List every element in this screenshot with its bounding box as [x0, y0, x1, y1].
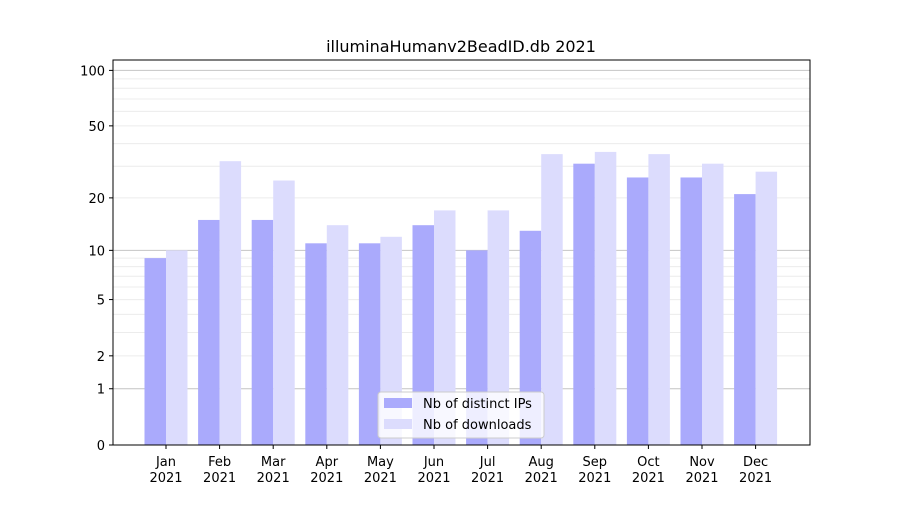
y-tick-label: 0 — [97, 439, 105, 454]
bar-distinct-ips — [573, 163, 595, 445]
plot-frame — [112, 59, 811, 446]
chart-title: illuminaHumanv2BeadID.db 2021 — [326, 37, 596, 56]
legend-box — [377, 391, 545, 439]
bar-downloads — [702, 163, 724, 445]
x-tick-label: Feb 2021 — [203, 455, 236, 486]
x-tick-label: May 2021 — [364, 455, 397, 486]
bars — [144, 151, 778, 446]
bar-distinct-ips — [305, 243, 327, 445]
y-tick-label: 2 — [97, 350, 105, 365]
bar-distinct-ips — [251, 219, 274, 445]
bar-downloads — [594, 151, 617, 446]
x-tick-label: Oct 2021 — [632, 455, 665, 486]
x-tick-label: Aug 2021 — [525, 455, 558, 486]
legend-swatch — [384, 398, 412, 408]
x-axis: Jan 2021 Feb 2021 Mar 2021 Apr 2021 May 2021 Jun 20… — [149, 445, 772, 486]
bar-distinct-ips — [144, 258, 166, 445]
y-tick-label: 10 — [88, 244, 105, 259]
y-tick-label: 100 — [80, 64, 105, 79]
x-tick-label: Jun 2021 — [417, 455, 450, 486]
x-tick-label: Sep 2021 — [578, 455, 611, 486]
y-tick-label: 1 — [97, 383, 105, 398]
legend-label: Nb of distinct IPs — [423, 397, 532, 412]
y-tick-label: 50 — [88, 120, 105, 135]
bar-downloads — [434, 210, 456, 445]
x-tick-label: Nov 2021 — [685, 455, 718, 486]
bar-distinct-ips — [626, 177, 649, 445]
bar-downloads — [326, 225, 349, 445]
legend-label: Nb of downloads — [423, 418, 532, 433]
x-tick-label: Dec 2021 — [739, 455, 772, 486]
bar-distinct-ips — [412, 225, 434, 445]
legend: Nb of distinct IPs Nb of downloads — [377, 391, 545, 439]
y-tick-label: 20 — [88, 192, 105, 207]
bar-downloads — [273, 180, 295, 445]
bar-downloads — [755, 171, 778, 446]
y-axis: 0 1 2 5 10 20 50 100 — [80, 64, 113, 454]
bar-downloads — [541, 154, 563, 445]
bar-distinct-ips — [734, 194, 756, 445]
bar-distinct-ips — [680, 177, 702, 445]
bar-downloads — [219, 161, 242, 445]
bar-distinct-ips — [519, 230, 542, 445]
x-tick-label: Mar 2021 — [257, 455, 290, 486]
legend-swatch — [384, 419, 412, 429]
y-tick-label: 5 — [97, 294, 105, 309]
bar-distinct-ips — [198, 219, 220, 445]
x-tick-label: Jan 2021 — [149, 455, 182, 486]
bar-downloads — [648, 154, 670, 445]
bar-downloads — [487, 210, 510, 445]
bar-distinct-ips — [358, 243, 381, 445]
x-tick-label: Apr 2021 — [310, 455, 343, 486]
bar-downloads — [166, 250, 188, 445]
x-tick-label: Jul 2021 — [471, 455, 504, 486]
